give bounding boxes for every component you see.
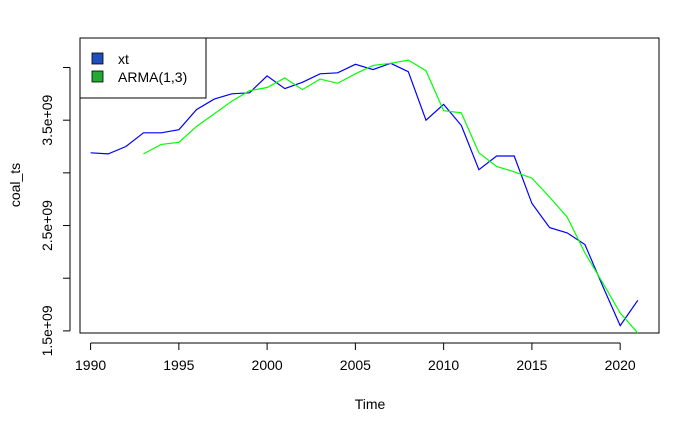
x-axis: 1990 1995 2000 2005 2010 2015 2020 <box>75 342 636 373</box>
legend-label-arma: ARMA(1,3) <box>118 69 187 85</box>
x-tick-label: 2005 <box>340 357 371 373</box>
plot-box <box>79 37 660 334</box>
y-tick-label: 3.5e+09 <box>39 94 55 145</box>
x-tick-label: 2015 <box>516 357 547 373</box>
x-tick-label: 2020 <box>605 357 636 373</box>
legend-swatch-xt <box>91 52 104 65</box>
y-tick-label: 2.5e+09 <box>39 200 55 251</box>
y-axis: 1.5e+09 2.5e+09 3.5e+09 <box>39 67 71 356</box>
x-tick-label: 1995 <box>163 357 194 373</box>
legend-label-xt: xt <box>118 51 129 67</box>
series-line-0 <box>90 62 639 327</box>
series-layer <box>90 59 639 334</box>
y-axis-label: coal_ts <box>7 163 23 207</box>
x-axis-label: Time <box>355 396 386 412</box>
series-line-1 <box>143 59 639 334</box>
x-tick-label: 2010 <box>428 357 459 373</box>
legend: xt ARMA(1,3) <box>79 37 207 99</box>
y-tick-label: 1.5e+09 <box>39 305 55 356</box>
legend-swatch-arma <box>91 70 104 83</box>
legend-box <box>79 37 207 99</box>
x-tick-label: 1990 <box>75 357 106 373</box>
x-tick-label: 2000 <box>252 357 283 373</box>
